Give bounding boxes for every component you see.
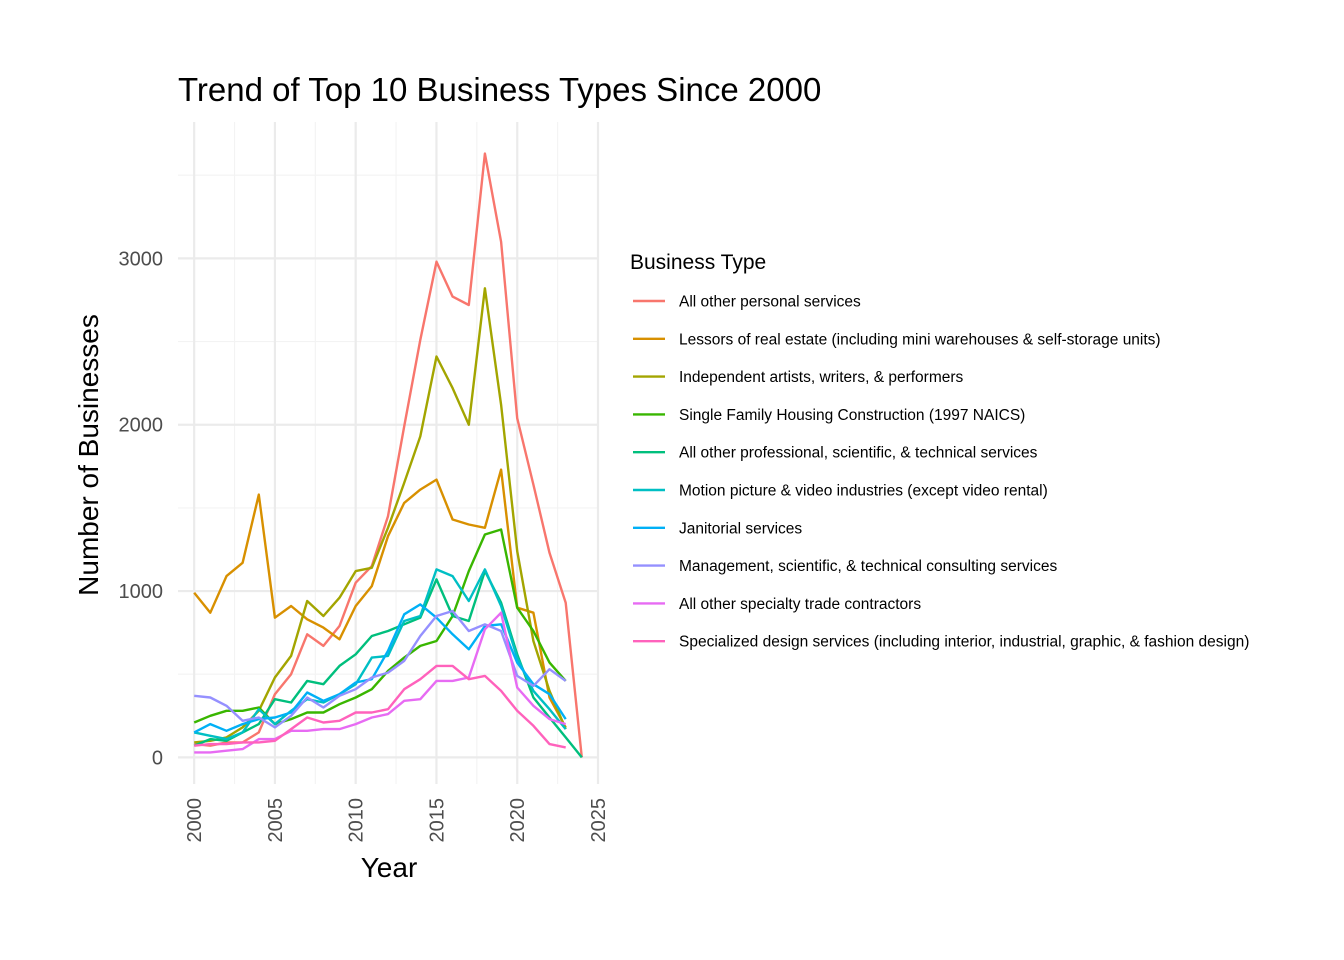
legend-item: Single Family Housing Construction (1997… xyxy=(633,407,1025,424)
x-tick-label: 2020 xyxy=(507,798,529,843)
legend-label: All other professional, scientific, & te… xyxy=(679,445,1038,462)
x-tick-label: 2000 xyxy=(184,798,206,843)
x-tick-label: 2015 xyxy=(426,798,448,843)
series-line-8 xyxy=(194,609,567,729)
legend-label: Motion picture & video industries (excep… xyxy=(679,483,1048,500)
legend-label: All other personal services xyxy=(679,294,861,311)
series-line-2 xyxy=(193,468,567,728)
x-tick-label: 2010 xyxy=(346,798,368,843)
legend-item: All other specialty trade contractors xyxy=(633,596,921,613)
series-line-9 xyxy=(194,611,567,754)
legend-label: Lessors of real estate (including mini w… xyxy=(679,331,1161,348)
y-tick-label: 1000 xyxy=(119,581,164,603)
chart-title: Trend of Top 10 Business Types Since 200… xyxy=(178,71,821,108)
legend-item: Specialized design services (including i… xyxy=(633,634,1249,651)
legend-item: Lessors of real estate (including mini w… xyxy=(633,331,1161,348)
series-line-7 xyxy=(193,603,567,734)
legend-label: All other specialty trade contractors xyxy=(679,596,921,613)
y-tick-label: 2000 xyxy=(119,415,164,437)
series-lines xyxy=(193,152,583,759)
y-tick-label: 0 xyxy=(152,747,163,769)
y-axis-title: Number of Businesses xyxy=(73,314,104,596)
legend-item: Janitorial services xyxy=(633,520,802,537)
y-axis-ticks: 0 1000 2000 3000 xyxy=(119,248,164,769)
y-tick-label: 3000 xyxy=(119,248,164,270)
x-tick-label: 2005 xyxy=(265,798,287,843)
legend-label: Management, scientific, & technical cons… xyxy=(679,558,1057,575)
x-axis-ticks: 2000 2005 2010 2015 2020 2025 xyxy=(184,798,610,843)
x-axis-title: Year xyxy=(361,852,418,883)
legend-label: Single Family Housing Construction (1997… xyxy=(679,407,1025,424)
legend-label: Specialized design services (including i… xyxy=(679,634,1249,651)
legend-item: Motion picture & video industries (excep… xyxy=(633,483,1048,500)
series-line-1 xyxy=(194,152,583,758)
legend-label: Independent artists, writers, & performe… xyxy=(679,369,964,386)
legend-item: All other professional, scientific, & te… xyxy=(633,445,1038,462)
x-tick-label: 2025 xyxy=(588,798,610,843)
series-line-5 xyxy=(193,569,583,759)
series-line-6 xyxy=(193,568,567,741)
legend-label: Janitorial services xyxy=(679,520,802,537)
legend: Business Type All other personal service… xyxy=(630,251,1249,651)
series-line-10 xyxy=(194,664,566,749)
legend-item: Independent artists, writers, & performe… xyxy=(633,369,964,386)
legend-title: Business Type xyxy=(630,251,766,274)
series-line-4 xyxy=(193,528,567,726)
legend-item: All other personal services xyxy=(633,294,861,311)
legend-item: Management, scientific, & technical cons… xyxy=(633,558,1057,575)
